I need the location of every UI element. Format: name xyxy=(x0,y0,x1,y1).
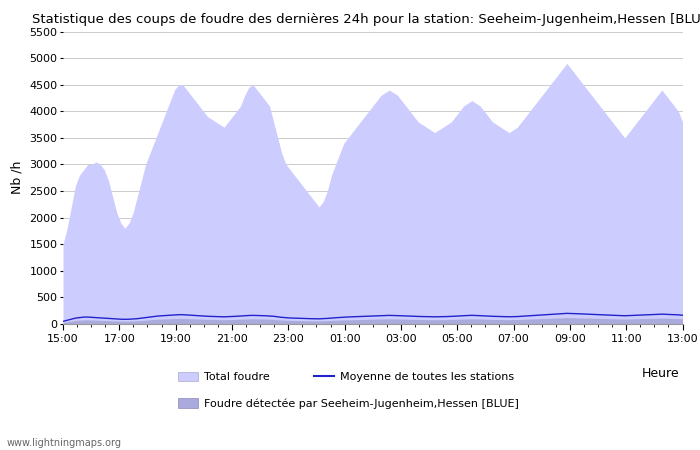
Text: www.lightningmaps.org: www.lightningmaps.org xyxy=(7,438,122,448)
Text: Heure: Heure xyxy=(641,367,679,380)
Y-axis label: Nb /h: Nb /h xyxy=(10,161,24,194)
Title: Statistique des coups de foudre des dernières 24h pour la station: Seeheim-Jugen: Statistique des coups de foudre des dern… xyxy=(32,13,700,26)
Legend: Foudre détectée par Seeheim-Jugenheim,Hessen [BLUE]: Foudre détectée par Seeheim-Jugenheim,He… xyxy=(174,394,523,413)
